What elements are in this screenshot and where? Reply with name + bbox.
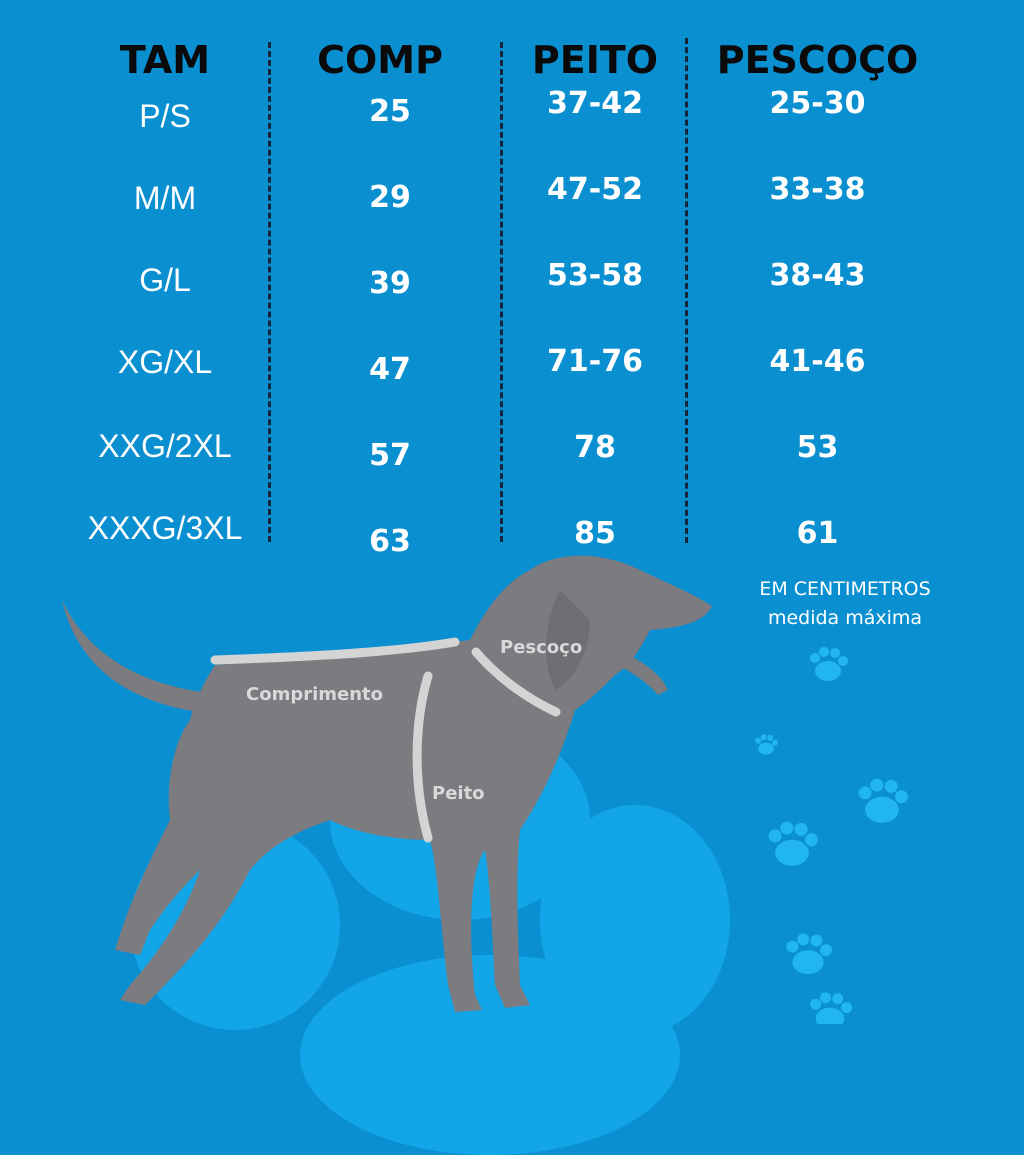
dog-label-chest: Peito — [432, 783, 485, 804]
column-divider — [500, 42, 503, 542]
chest-cell: 78 — [574, 430, 616, 465]
neck-cell: 41-46 — [769, 344, 866, 379]
dog-label-neck: Pescoço — [500, 637, 583, 658]
neck-cell: 61 — [796, 516, 839, 551]
length-cell: 29 — [369, 180, 411, 215]
header-size: TAM — [119, 38, 211, 82]
size-cell: P/S — [139, 98, 191, 134]
column-divider — [268, 42, 271, 542]
neck-cell: 38-43 — [769, 258, 866, 293]
neck-cell: 33-38 — [769, 172, 866, 207]
neck-cell: 25-30 — [769, 86, 866, 121]
chest-cell: 85 — [574, 516, 616, 551]
neck-cell: 53 — [796, 430, 839, 465]
size-cell: G/L — [139, 262, 191, 298]
length-cell: 25 — [369, 94, 411, 129]
chest-cell: 37-42 — [547, 86, 643, 121]
size-cell: M/M — [133, 180, 197, 216]
column-divider — [685, 38, 688, 543]
measure-note-line1: EM CENTIMETROS — [759, 578, 931, 600]
header-length: COMP — [317, 38, 443, 82]
length-cell: 63 — [369, 524, 411, 559]
header-neck: PESCOÇO — [716, 38, 919, 82]
length-cell: 39 — [369, 266, 411, 301]
length-cell: 57 — [369, 438, 411, 473]
dog-illustration — [62, 555, 908, 1024]
chest-cell: 53-58 — [547, 258, 643, 293]
harness-straps-icon — [210, 637, 561, 843]
dog-silhouette-icon — [62, 555, 712, 1012]
size-cell: XXXG/3XL — [87, 510, 243, 546]
dog-label-length: Comprimento — [246, 684, 384, 705]
header-chest: PEITO — [531, 38, 659, 82]
measure-note-line2: medida máxima — [767, 607, 923, 629]
paw-print-icon — [755, 647, 908, 1024]
size-cell: XXG/2XL — [98, 428, 232, 464]
size-cell: XG/XL — [117, 344, 213, 380]
chest-cell: 71-76 — [547, 344, 643, 379]
chest-cell: 47-52 — [547, 172, 643, 207]
length-cell: 47 — [369, 352, 411, 387]
